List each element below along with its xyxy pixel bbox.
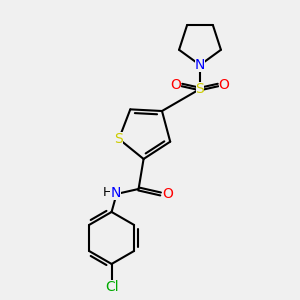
Text: S: S <box>115 132 123 146</box>
Text: O: O <box>219 78 230 92</box>
Text: Cl: Cl <box>105 280 118 294</box>
Text: N: N <box>110 186 121 200</box>
Text: S: S <box>196 82 204 96</box>
Text: O: O <box>171 78 182 92</box>
Text: N: N <box>195 58 205 72</box>
Text: O: O <box>162 187 173 201</box>
Text: H: H <box>103 187 112 200</box>
